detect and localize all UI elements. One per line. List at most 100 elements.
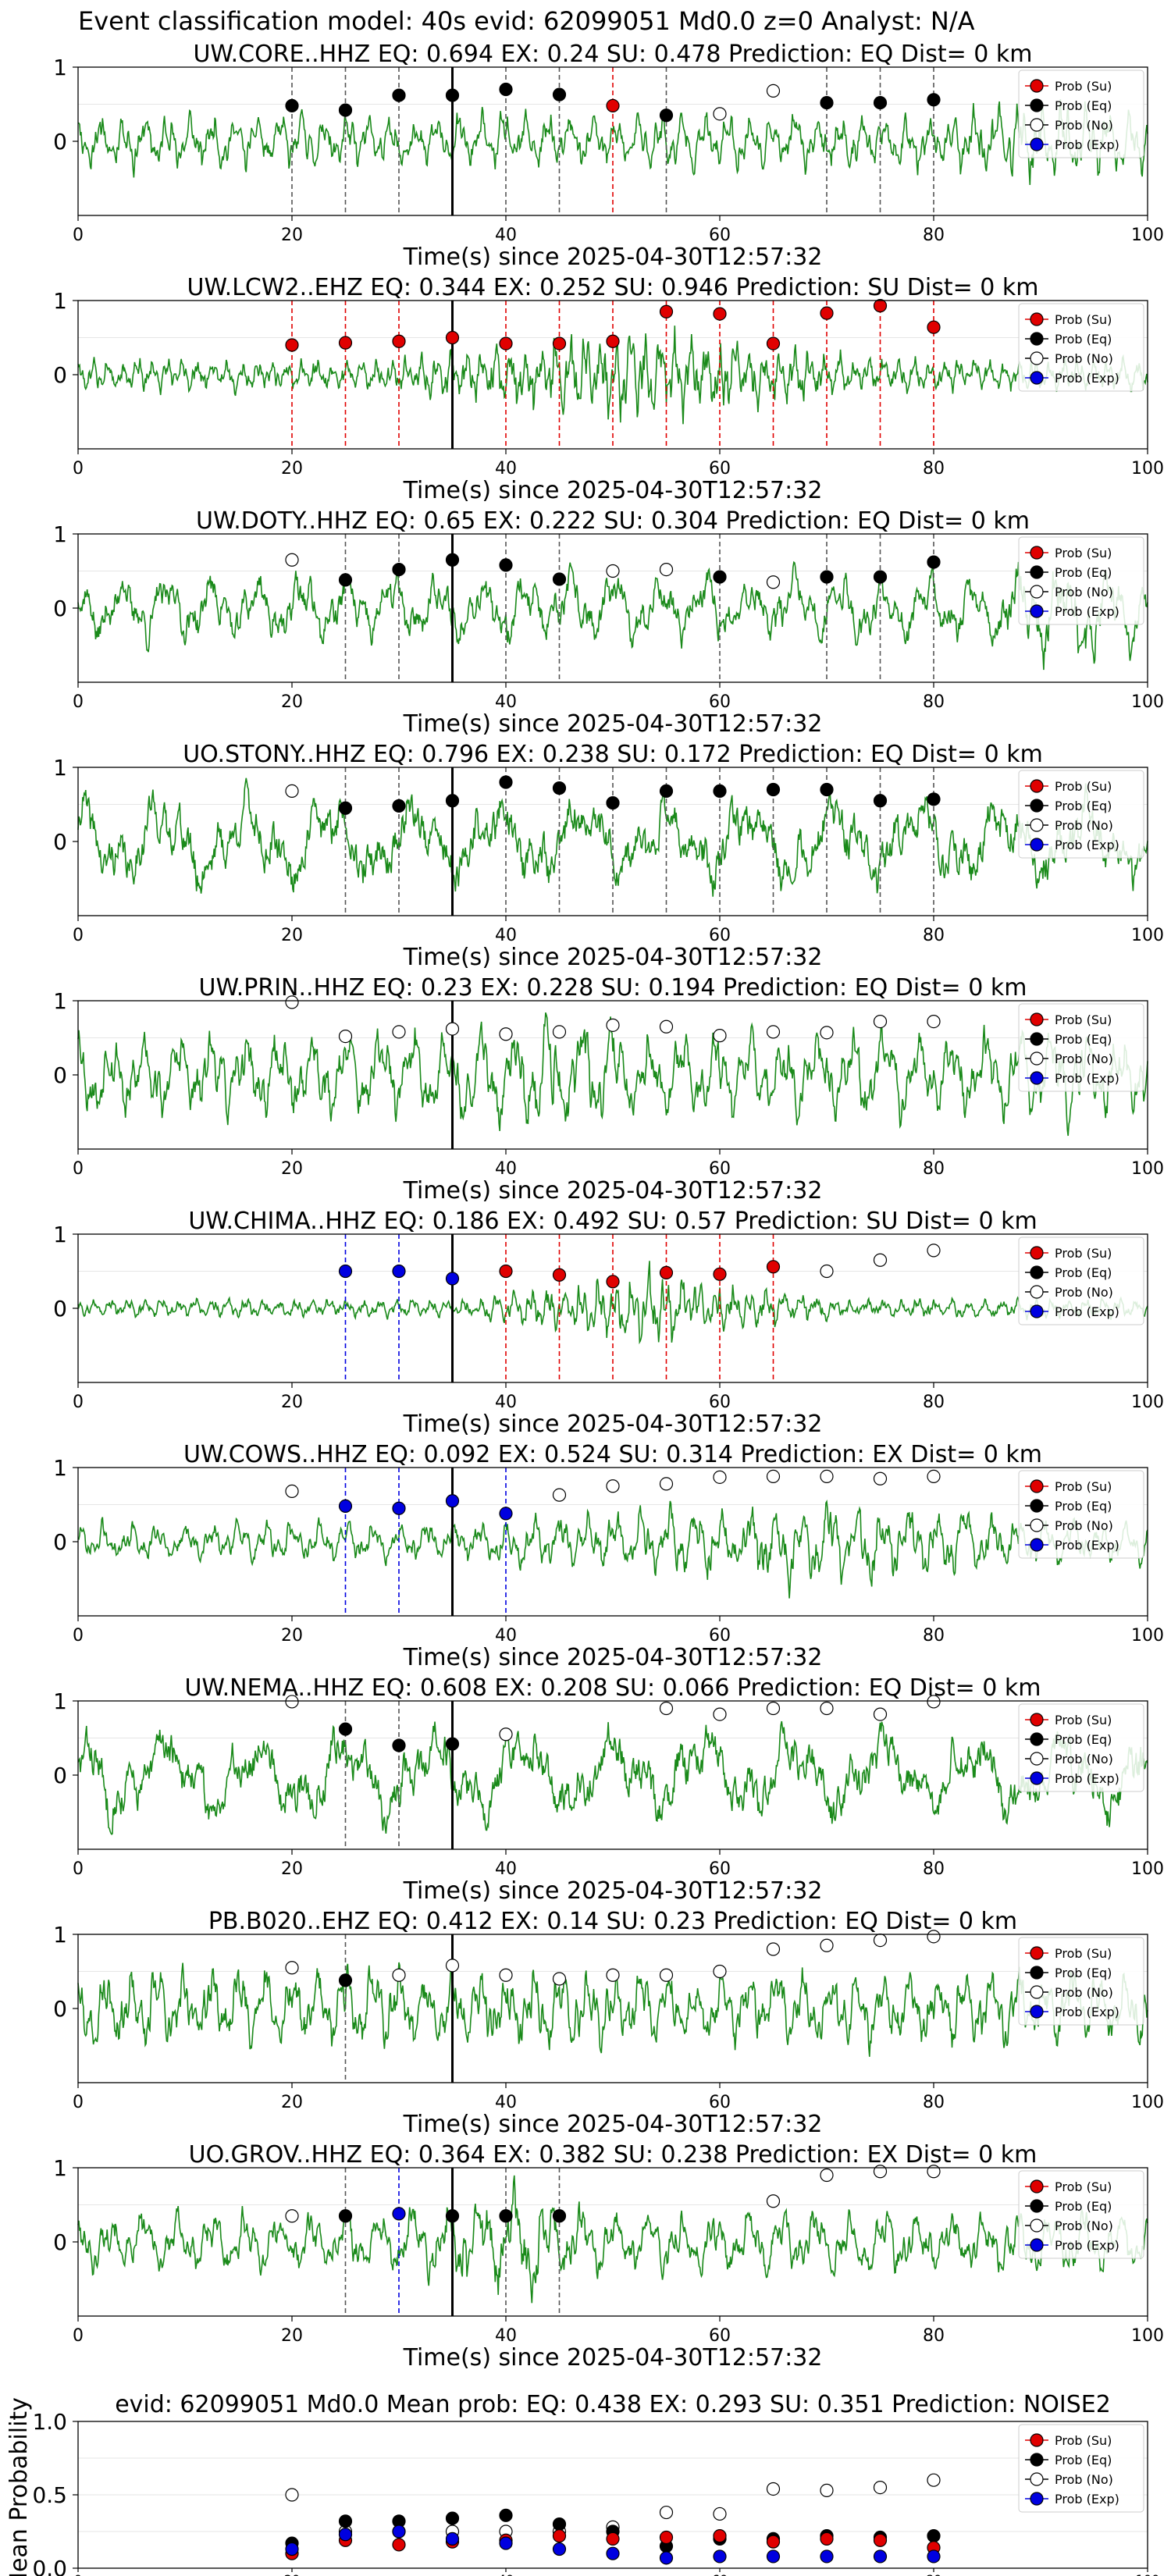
x-tick-label: 100 — [1131, 1159, 1164, 1179]
prob-marker-eq — [659, 784, 674, 799]
legend-box — [1018, 303, 1144, 392]
x-axis-label: Time(s) since 2025-04-30T12:57:32 — [403, 2344, 823, 2371]
x-tick-label: 20 — [281, 1393, 303, 1412]
prob-marker-eq — [445, 553, 460, 567]
prob-marker-no — [873, 2165, 888, 2179]
prob-marker-no — [766, 1469, 781, 1484]
x-tick-label: 60 — [709, 226, 731, 245]
x-tick-label: 40 — [495, 1393, 517, 1412]
prob-marker-no — [445, 1022, 460, 1036]
legend-marker-eq — [1030, 332, 1044, 346]
x-tick-label: 40 — [495, 692, 517, 712]
x-tick-label: 60 — [709, 1159, 731, 1179]
y-tick-label: 1 — [53, 755, 67, 781]
legend-box — [1018, 2170, 1144, 2259]
prob-marker-eq — [606, 795, 620, 810]
prob-marker-su — [285, 338, 299, 352]
legend-box — [1018, 1236, 1144, 1325]
legend-label-su: Prob (Su) — [1055, 1246, 1112, 1261]
prob-marker-no — [659, 1477, 674, 1491]
prob-marker-no — [873, 1707, 888, 1721]
legend-marker-eq — [1030, 799, 1044, 813]
legend-label-eq: Prob (Eq) — [1055, 1265, 1112, 1280]
legend-marker-su — [1030, 1012, 1044, 1026]
prob-marker-no — [285, 2209, 299, 2223]
x-tick-label: 100 — [1131, 226, 1164, 245]
prob-marker-su — [820, 306, 834, 320]
prob-marker-exp — [392, 1501, 406, 1515]
legend-label-no: Prob (No) — [1055, 1985, 1113, 2000]
prob-marker-su — [766, 336, 781, 350]
legend-label-no: Prob (No) — [1055, 118, 1113, 133]
x-tick-label: 40 — [495, 459, 517, 479]
prob-marker-su — [499, 336, 513, 350]
x-tick-label: 0 — [74, 2572, 82, 2576]
prob-marker-eq — [338, 1722, 353, 1736]
prob-marker-no — [927, 1014, 941, 1029]
prob-marker-no — [285, 784, 299, 799]
legend-box — [1018, 536, 1144, 625]
prob-marker-no — [285, 995, 299, 1009]
legend-label-no: Prob (No) — [1055, 585, 1113, 600]
x-axis-label: Time(s) since 2025-04-30T12:57:32 — [403, 477, 823, 504]
x-tick-label: 60 — [709, 2326, 731, 2346]
y-tick-label: 0 — [53, 1062, 67, 1088]
station-panel-4: UW.PRIN..HHZ EQ: 0.23 EX: 0.228 SU: 0.19… — [53, 974, 1164, 1204]
mean-marker-exp — [445, 2532, 460, 2546]
legend-marker-no — [1030, 818, 1044, 832]
x-axis-label: Time(s) since 2025-04-30T12:57:32 — [403, 1877, 823, 1905]
legend-label-exp: Prob (Exp) — [1055, 2492, 1119, 2507]
legend-label-eq: Prob (Eq) — [1055, 98, 1112, 113]
x-tick-label: 0 — [73, 1626, 84, 1646]
x-tick-label: 20 — [281, 2093, 303, 2112]
prob-marker-no — [338, 1029, 353, 1044]
prob-marker-eq — [713, 570, 727, 584]
legend-marker-su — [1030, 546, 1044, 560]
legend-label-exp: Prob (Exp) — [1055, 604, 1119, 619]
prob-marker-eq — [552, 87, 567, 101]
prob-marker-no — [766, 575, 781, 589]
mean-marker-su — [659, 2530, 674, 2545]
x-tick-label: 80 — [923, 459, 945, 479]
mean-marker-su — [766, 2535, 781, 2549]
legend-label-su: Prob (Su) — [1055, 2433, 1112, 2448]
prob-marker-no — [285, 1961, 299, 1975]
x-tick-label: 0 — [73, 1859, 84, 1879]
legend-label-exp: Prob (Exp) — [1055, 2005, 1119, 2019]
legend-box — [1018, 1937, 1144, 2026]
x-tick-label: 20 — [284, 2572, 300, 2576]
prob-marker-su — [659, 1265, 674, 1280]
legend-marker-eq — [1030, 1265, 1044, 1279]
x-tick-label: 20 — [281, 2326, 303, 2346]
prob-marker-su — [445, 330, 460, 345]
y-axis-label: Mean Probability — [5, 2397, 33, 2576]
legend-label-eq: Prob (Eq) — [1055, 565, 1112, 580]
x-tick-label: 20 — [281, 692, 303, 712]
prob-marker-no — [873, 1934, 888, 1948]
prob-marker-no — [820, 1469, 834, 1484]
prob-marker-no — [873, 1014, 888, 1029]
prob-marker-no — [606, 564, 620, 578]
legend-marker-su — [1030, 1946, 1044, 1960]
legend-label-su: Prob (Su) — [1055, 1479, 1112, 1494]
legend-label-no: Prob (No) — [1055, 351, 1113, 366]
legend-marker-eq — [1030, 98, 1044, 112]
prob-marker-no — [285, 553, 299, 567]
station-panel-3: UO.STONY..HHZ EQ: 0.796 EX: 0.238 SU: 0.… — [53, 741, 1164, 971]
y-tick-label: 1 — [53, 1922, 67, 1948]
prob-marker-eq — [820, 570, 834, 584]
x-tick-label: 100 — [1131, 1626, 1164, 1646]
prob-marker-no — [927, 1930, 941, 1944]
prob-marker-no — [927, 1244, 941, 1258]
legend-marker-su — [1030, 1246, 1044, 1260]
y-tick-label: 0 — [53, 362, 67, 388]
mean-marker-su — [392, 2538, 406, 2552]
prob-marker-no — [713, 1707, 727, 1721]
legend-label-exp: Prob (Exp) — [1055, 371, 1119, 386]
prob-marker-no — [766, 2194, 781, 2208]
prob-marker-no — [713, 1470, 727, 1484]
mean-marker-exp — [552, 2542, 567, 2556]
y-tick-label: 1 — [53, 1455, 67, 1481]
prob-marker-no — [766, 84, 781, 98]
prob-marker-no — [552, 1972, 567, 1986]
